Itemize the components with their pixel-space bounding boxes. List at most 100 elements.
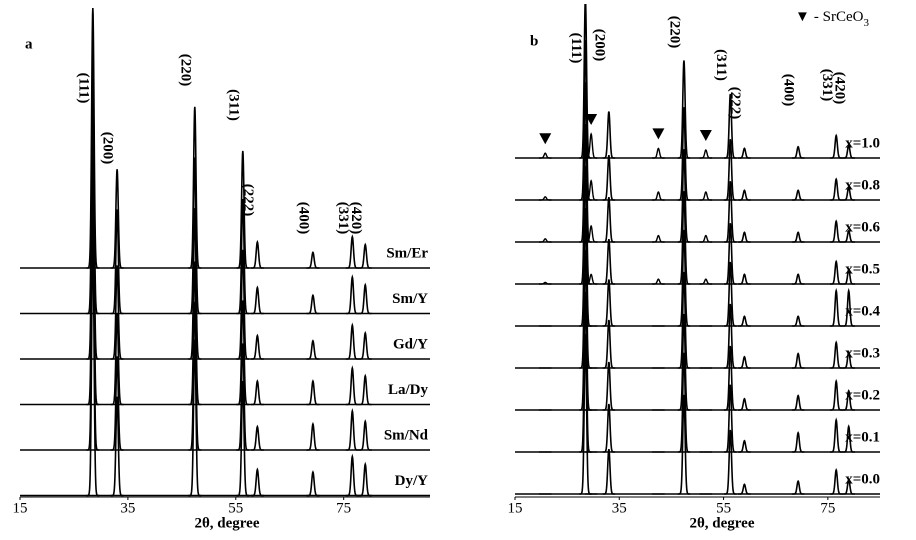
series-label: x=0.0: [845, 471, 880, 487]
peak: [791, 431, 805, 453]
peak: [306, 421, 320, 451]
peak: [738, 231, 751, 243]
peak: [677, 60, 691, 159]
impurity-peak: [538, 196, 552, 201]
peak-label: (311): [713, 49, 729, 81]
peak: [738, 439, 751, 453]
peak: [345, 453, 359, 497]
peak: [738, 355, 751, 369]
impurity-peak: [538, 152, 552, 159]
peak: [579, 4, 592, 159]
x-tick-label: 35: [612, 500, 627, 516]
peak: [306, 293, 320, 315]
peak: [829, 133, 843, 159]
peak: [250, 424, 264, 451]
peak: [110, 356, 124, 451]
peak: [602, 239, 616, 285]
legend: ▼ - SrCeO3: [795, 9, 869, 28]
peak-label: (220): [177, 54, 193, 87]
peak: [188, 261, 202, 406]
peak: [738, 397, 751, 411]
peak: [250, 379, 264, 406]
peak: [250, 239, 264, 269]
peak: [188, 339, 202, 497]
peak: [842, 350, 855, 369]
peak: [724, 345, 737, 411]
x-tick-label: 15: [13, 500, 28, 516]
peak: [110, 169, 124, 269]
peak: [306, 339, 320, 360]
x-tick-label: 35: [120, 500, 135, 516]
peak: [842, 268, 855, 285]
series-label: Gd/Y: [393, 336, 428, 352]
peak: [579, 123, 592, 285]
impurity-peak: [538, 238, 552, 243]
peak: [791, 273, 805, 285]
peak: [579, 333, 592, 495]
peak: [602, 155, 616, 201]
peak: [345, 365, 359, 406]
peak: [677, 271, 691, 369]
peak: [110, 313, 124, 406]
peak: [579, 291, 592, 453]
peak: [829, 219, 843, 243]
peak: [110, 265, 124, 360]
peak: [791, 315, 805, 327]
peak-label: (420): [348, 202, 364, 235]
peak-label: (331): [819, 69, 835, 102]
x-tick-label: 55: [228, 500, 243, 516]
peak: [842, 287, 855, 327]
peak: [738, 189, 751, 201]
peak: [791, 394, 805, 411]
peak: [829, 340, 843, 369]
peak: [677, 313, 691, 411]
peak: [829, 259, 843, 285]
peak-label: (111): [75, 73, 91, 104]
peak: [677, 107, 691, 201]
peak: [791, 189, 805, 201]
peak: [724, 93, 737, 159]
peak: [188, 301, 202, 451]
peak-label: (420): [831, 72, 847, 105]
peak: [677, 229, 691, 327]
peak: [236, 300, 250, 406]
peak: [358, 461, 372, 497]
impurity-peak: [538, 281, 552, 285]
series-label: x=0.6: [845, 219, 880, 235]
series-label: x=0.5: [845, 261, 880, 277]
peak: [738, 147, 751, 159]
peak: [306, 379, 320, 406]
peak: [842, 478, 855, 495]
series-label: x=0.3: [845, 345, 880, 361]
peak: [602, 319, 616, 369]
impurity-peak: [652, 278, 665, 285]
peak: [86, 53, 100, 315]
impurity-marker: [652, 128, 665, 140]
panel: [20, 8, 430, 497]
peak: [86, 144, 100, 406]
series-label: x=0.4: [845, 303, 880, 319]
peak: [829, 177, 843, 201]
peak: [345, 322, 359, 360]
x-tick-label: 15: [508, 500, 523, 516]
peak: [358, 373, 372, 406]
series-label: Dy/Y: [395, 473, 429, 489]
peak: [602, 279, 616, 327]
peak: [724, 223, 737, 285]
peak: [829, 287, 843, 327]
peak: [829, 378, 843, 411]
peak: [829, 417, 843, 453]
peak-label: (331): [335, 202, 351, 235]
panel-label: a: [25, 36, 33, 52]
peak: [738, 273, 751, 285]
impurity-marker: [585, 114, 598, 125]
series-label: x=0.2: [845, 387, 880, 403]
peak: [677, 394, 691, 495]
peak: [306, 250, 320, 269]
peak: [791, 231, 805, 243]
x-tick-label: 55: [716, 500, 731, 516]
peak: [236, 343, 250, 451]
peak: [236, 150, 250, 269]
peak: [738, 315, 751, 327]
impurity-peak: [652, 191, 665, 201]
